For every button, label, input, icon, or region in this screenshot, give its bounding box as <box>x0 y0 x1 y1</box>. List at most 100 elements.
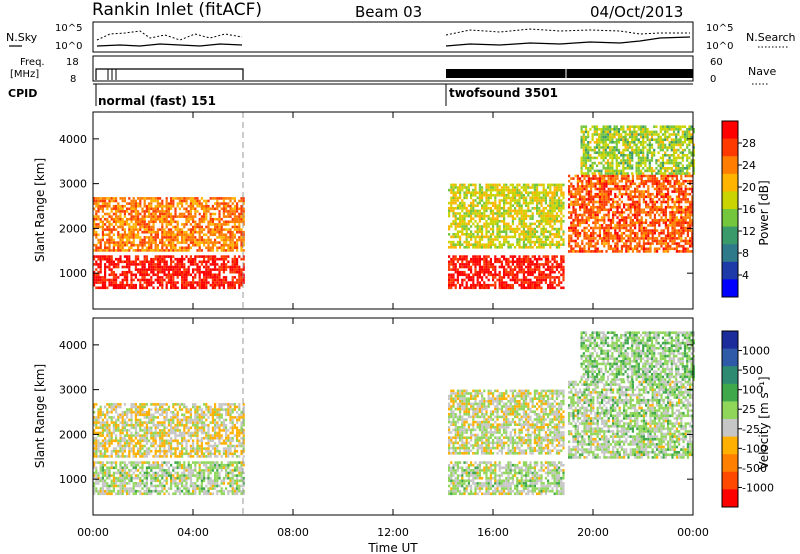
power-region-3 <box>448 183 565 249</box>
freq-tick-high: 18 <box>66 57 79 68</box>
velocity-ytick-label: 3000 <box>59 384 87 397</box>
nave-tick-high: 60 <box>710 57 723 68</box>
power-colorbar-tick: 12 <box>742 225 756 238</box>
velocity-colorbar-tick: -1000 <box>742 481 774 494</box>
power-colorbar: 28 24 20 16 12 8 4 <box>721 120 756 298</box>
freq-panel <box>92 55 694 82</box>
time-tick-label: 00:00 <box>677 526 709 539</box>
power-ylabel: Slant Range [km] <box>33 158 47 262</box>
velocity-colorbar-tick: -25 <box>742 423 760 436</box>
nave-tick-low: 0 <box>710 74 716 85</box>
power-ytick-label: 4000 <box>59 133 87 146</box>
beam-label: Beam 03 <box>355 3 422 21</box>
cpid-mode-twofsound: twofsound 3501 <box>449 86 558 100</box>
time-axis-label: Time UT <box>367 541 418 554</box>
nsearch-tick-high: 10^5 <box>706 23 733 34</box>
power-region-5 <box>580 125 695 175</box>
power-ytick-label: 1000 <box>59 267 87 280</box>
nsky-trace <box>96 28 691 47</box>
power-colorbar-tick: 20 <box>742 181 756 194</box>
velocity-colorbar-swatch <box>722 383 738 402</box>
nsky-panel <box>92 21 694 53</box>
power-colorbar-label: Power [dB] <box>757 180 771 245</box>
velocity-colorbar-tick: -100 <box>742 442 767 455</box>
velocity-colorbar-tick: -500 <box>742 462 767 475</box>
power-colorbar-tick: 28 <box>742 137 756 150</box>
velocity-colorbar-tick: 1000 <box>742 345 770 358</box>
velocity-region-4 <box>568 380 694 459</box>
power-region-4 <box>568 174 694 253</box>
nsky-tick-low: 10^0 <box>55 41 82 52</box>
velocity-region-5 <box>580 331 695 381</box>
velocity-colorbar-swatch <box>722 366 738 385</box>
time-tick-label: 08:00 <box>277 526 309 539</box>
power-colorbar-tick: 24 <box>742 159 756 172</box>
cpid-mode-normal: normal (fast) 151 <box>98 94 216 108</box>
power-colorbar-swatch <box>722 173 738 192</box>
time-tick-label: 04:00 <box>177 526 209 539</box>
power-colorbar-tick: 4 <box>742 269 749 282</box>
velocity-colorbar-swatch <box>722 419 738 438</box>
time-axis: 00:00 04:00 08:00 12:00 16:00 20:00 00:00 <box>77 112 709 539</box>
velocity-colorbar-tick: 500 <box>742 364 763 377</box>
time-tick-label: 16:00 <box>477 526 509 539</box>
power-colorbar-swatch <box>722 156 738 175</box>
freq-tick-low: 8 <box>70 74 76 85</box>
power-colorbar-swatch <box>722 209 738 228</box>
nsky-tick-high: 10^5 <box>55 23 82 34</box>
nsearch-label: N.Search <box>746 31 796 44</box>
velocity-colorbar-tick: 100 <box>742 384 763 397</box>
freq-label: Freq. <box>20 57 45 68</box>
cpid-label: CPID <box>8 87 37 100</box>
power-data-layer <box>93 125 695 290</box>
power-colorbar-swatch <box>722 226 738 245</box>
velocity-data-layer <box>93 331 695 496</box>
power-region-0 <box>93 255 245 290</box>
velocity-colorbar-swatch <box>722 454 738 473</box>
power-colorbar-swatch <box>722 121 738 140</box>
freq-trace <box>95 66 693 80</box>
velocity-region-3 <box>448 389 565 455</box>
velocity-colorbar: 1000 500 100 25 -25 -100 -500 -1000 <box>721 330 774 508</box>
time-tick-label: 20:00 <box>577 526 609 539</box>
velocity-colorbar-swatch <box>722 471 738 490</box>
power-colorbar-swatch <box>722 138 738 157</box>
velocity-colorbar-swatch <box>722 401 738 420</box>
nsky-label: N.Sky <box>6 31 38 44</box>
velocity-colorbar-swatch <box>722 331 738 350</box>
power-ytick-label: 2000 <box>59 222 87 235</box>
freq-unit: [MHz] <box>10 69 39 80</box>
power-colorbar-tick: 8 <box>742 247 749 260</box>
power-colorbar-swatch <box>722 191 738 210</box>
velocity-colorbar-swatch <box>722 436 738 455</box>
velocity-colorbar-swatch <box>722 489 738 508</box>
nave-label: Nave <box>748 65 776 78</box>
power-colorbar-swatch <box>722 244 738 263</box>
date-label: 04/Oct/2013 <box>590 3 683 21</box>
velocity-colorbar-swatch <box>722 348 738 367</box>
velocity-ytick-label: 4000 <box>59 339 87 352</box>
velocity-region-0 <box>93 461 245 496</box>
power-yaxis: 4000 3000 2000 1000 <box>59 133 693 280</box>
velocity-colorbar-label: Velocity [m s⁻¹] <box>757 376 771 469</box>
power-panel: 4000 3000 2000 1000 Slant Range [km] <box>33 111 695 310</box>
velocity-ytick-label: 2000 <box>59 428 87 441</box>
power-ytick-label: 3000 <box>59 178 87 191</box>
velocity-yaxis: 4000 3000 2000 1000 <box>59 339 693 486</box>
velocity-region-1 <box>93 403 245 458</box>
power-region-1 <box>93 197 245 252</box>
power-colorbar-swatch <box>722 261 738 280</box>
velocity-region-2 <box>448 461 565 496</box>
velocity-colorbar-tick: 25 <box>742 403 756 416</box>
power-region-2 <box>448 255 565 290</box>
power-colorbar-swatch <box>722 279 738 298</box>
nsearch-tick-low: 10^0 <box>706 41 733 52</box>
velocity-ytick-label: 1000 <box>59 473 87 486</box>
power-colorbar-tick: 16 <box>742 203 756 216</box>
time-tick-label: 12:00 <box>377 526 409 539</box>
velocity-ylabel: Slant Range [km] <box>33 364 47 468</box>
plot-title: Rankin Inlet (fitACF) <box>92 0 262 20</box>
velocity-panel: 4000 3000 2000 1000 Slant Range [km] <box>33 317 695 516</box>
time-tick-label: 00:00 <box>77 526 109 539</box>
